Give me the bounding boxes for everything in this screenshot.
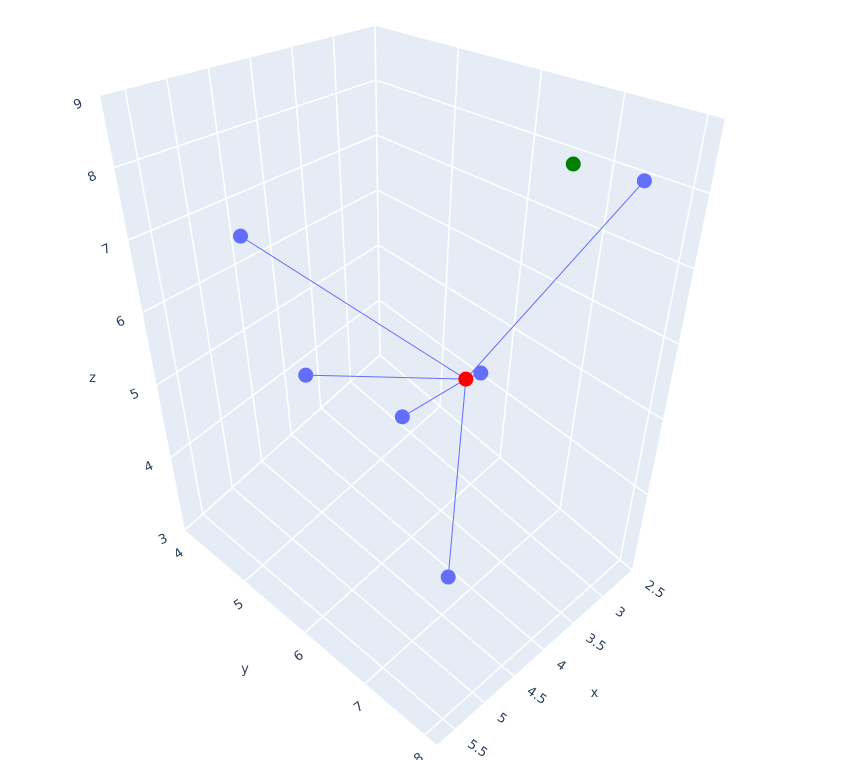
- grid-line: [113, 79, 377, 169]
- z-tick-label: 6: [114, 314, 128, 331]
- grid-line: [349, 380, 603, 598]
- z-tick-label: 5: [128, 386, 142, 403]
- z-tick-label: 7: [100, 241, 114, 258]
- point: [440, 569, 456, 585]
- x-axis-title: x: [591, 686, 599, 701]
- y-tick-label: 6: [291, 648, 306, 665]
- grid-line: [156, 244, 379, 386]
- point: [458, 371, 474, 387]
- grid-line: [170, 299, 380, 459]
- x-tick-label: 5: [494, 710, 509, 727]
- grid-line: [376, 134, 695, 270]
- scene-grid: [99, 24, 726, 736]
- z-axis-title: z: [89, 371, 96, 386]
- y-axis-title: y: [241, 662, 249, 677]
- grid-line: [304, 456, 501, 633]
- grid-line: [364, 508, 561, 685]
- grid-line: [261, 460, 515, 677]
- wall-y: [100, 25, 380, 530]
- grid-line: [378, 299, 648, 496]
- point: [233, 228, 249, 244]
- line: [240, 180, 645, 578]
- point: [565, 156, 581, 172]
- scene-marks: [233, 156, 652, 585]
- grid-line: [99, 24, 376, 96]
- z-tick-label: 9: [71, 96, 85, 113]
- y-tick-label: 4: [171, 545, 186, 562]
- point: [473, 365, 489, 381]
- y-tick-label: 7: [351, 699, 366, 716]
- grid-line: [377, 244, 664, 420]
- z-tick-label: 3: [156, 531, 170, 548]
- point: [298, 367, 314, 383]
- grid-line: [202, 513, 456, 730]
- grid-line: [424, 559, 621, 736]
- grid-line: [375, 79, 710, 195]
- grid-line: [377, 189, 679, 345]
- grid-line: [379, 354, 633, 571]
- x-tick-label: 5.5: [464, 737, 490, 760]
- y-tick-label: 5: [231, 597, 246, 614]
- grid-line: [374, 24, 726, 119]
- floor: [185, 355, 632, 745]
- grid-line: [320, 407, 574, 624]
- wall-x: [375, 25, 725, 570]
- x-tick-label: 2.5: [642, 578, 668, 602]
- grid-line: [128, 134, 377, 241]
- grid-line: [142, 189, 378, 314]
- grid-line: [244, 405, 441, 582]
- grid-line: [231, 487, 485, 704]
- x-tick-label: 3.5: [583, 631, 609, 655]
- x-tick-label: 4: [553, 657, 568, 674]
- point: [394, 409, 410, 425]
- z-tick-label: 8: [85, 169, 99, 186]
- z-tick-label: 4: [142, 459, 156, 476]
- scene-walls: [100, 25, 725, 745]
- y-tick-label: 8: [411, 750, 426, 760]
- x-tick-label: 4.5: [524, 684, 550, 708]
- point: [636, 173, 652, 189]
- x-tick-label: 3: [612, 604, 627, 621]
- grid-line: [184, 354, 381, 531]
- grid-line: [290, 433, 544, 651]
